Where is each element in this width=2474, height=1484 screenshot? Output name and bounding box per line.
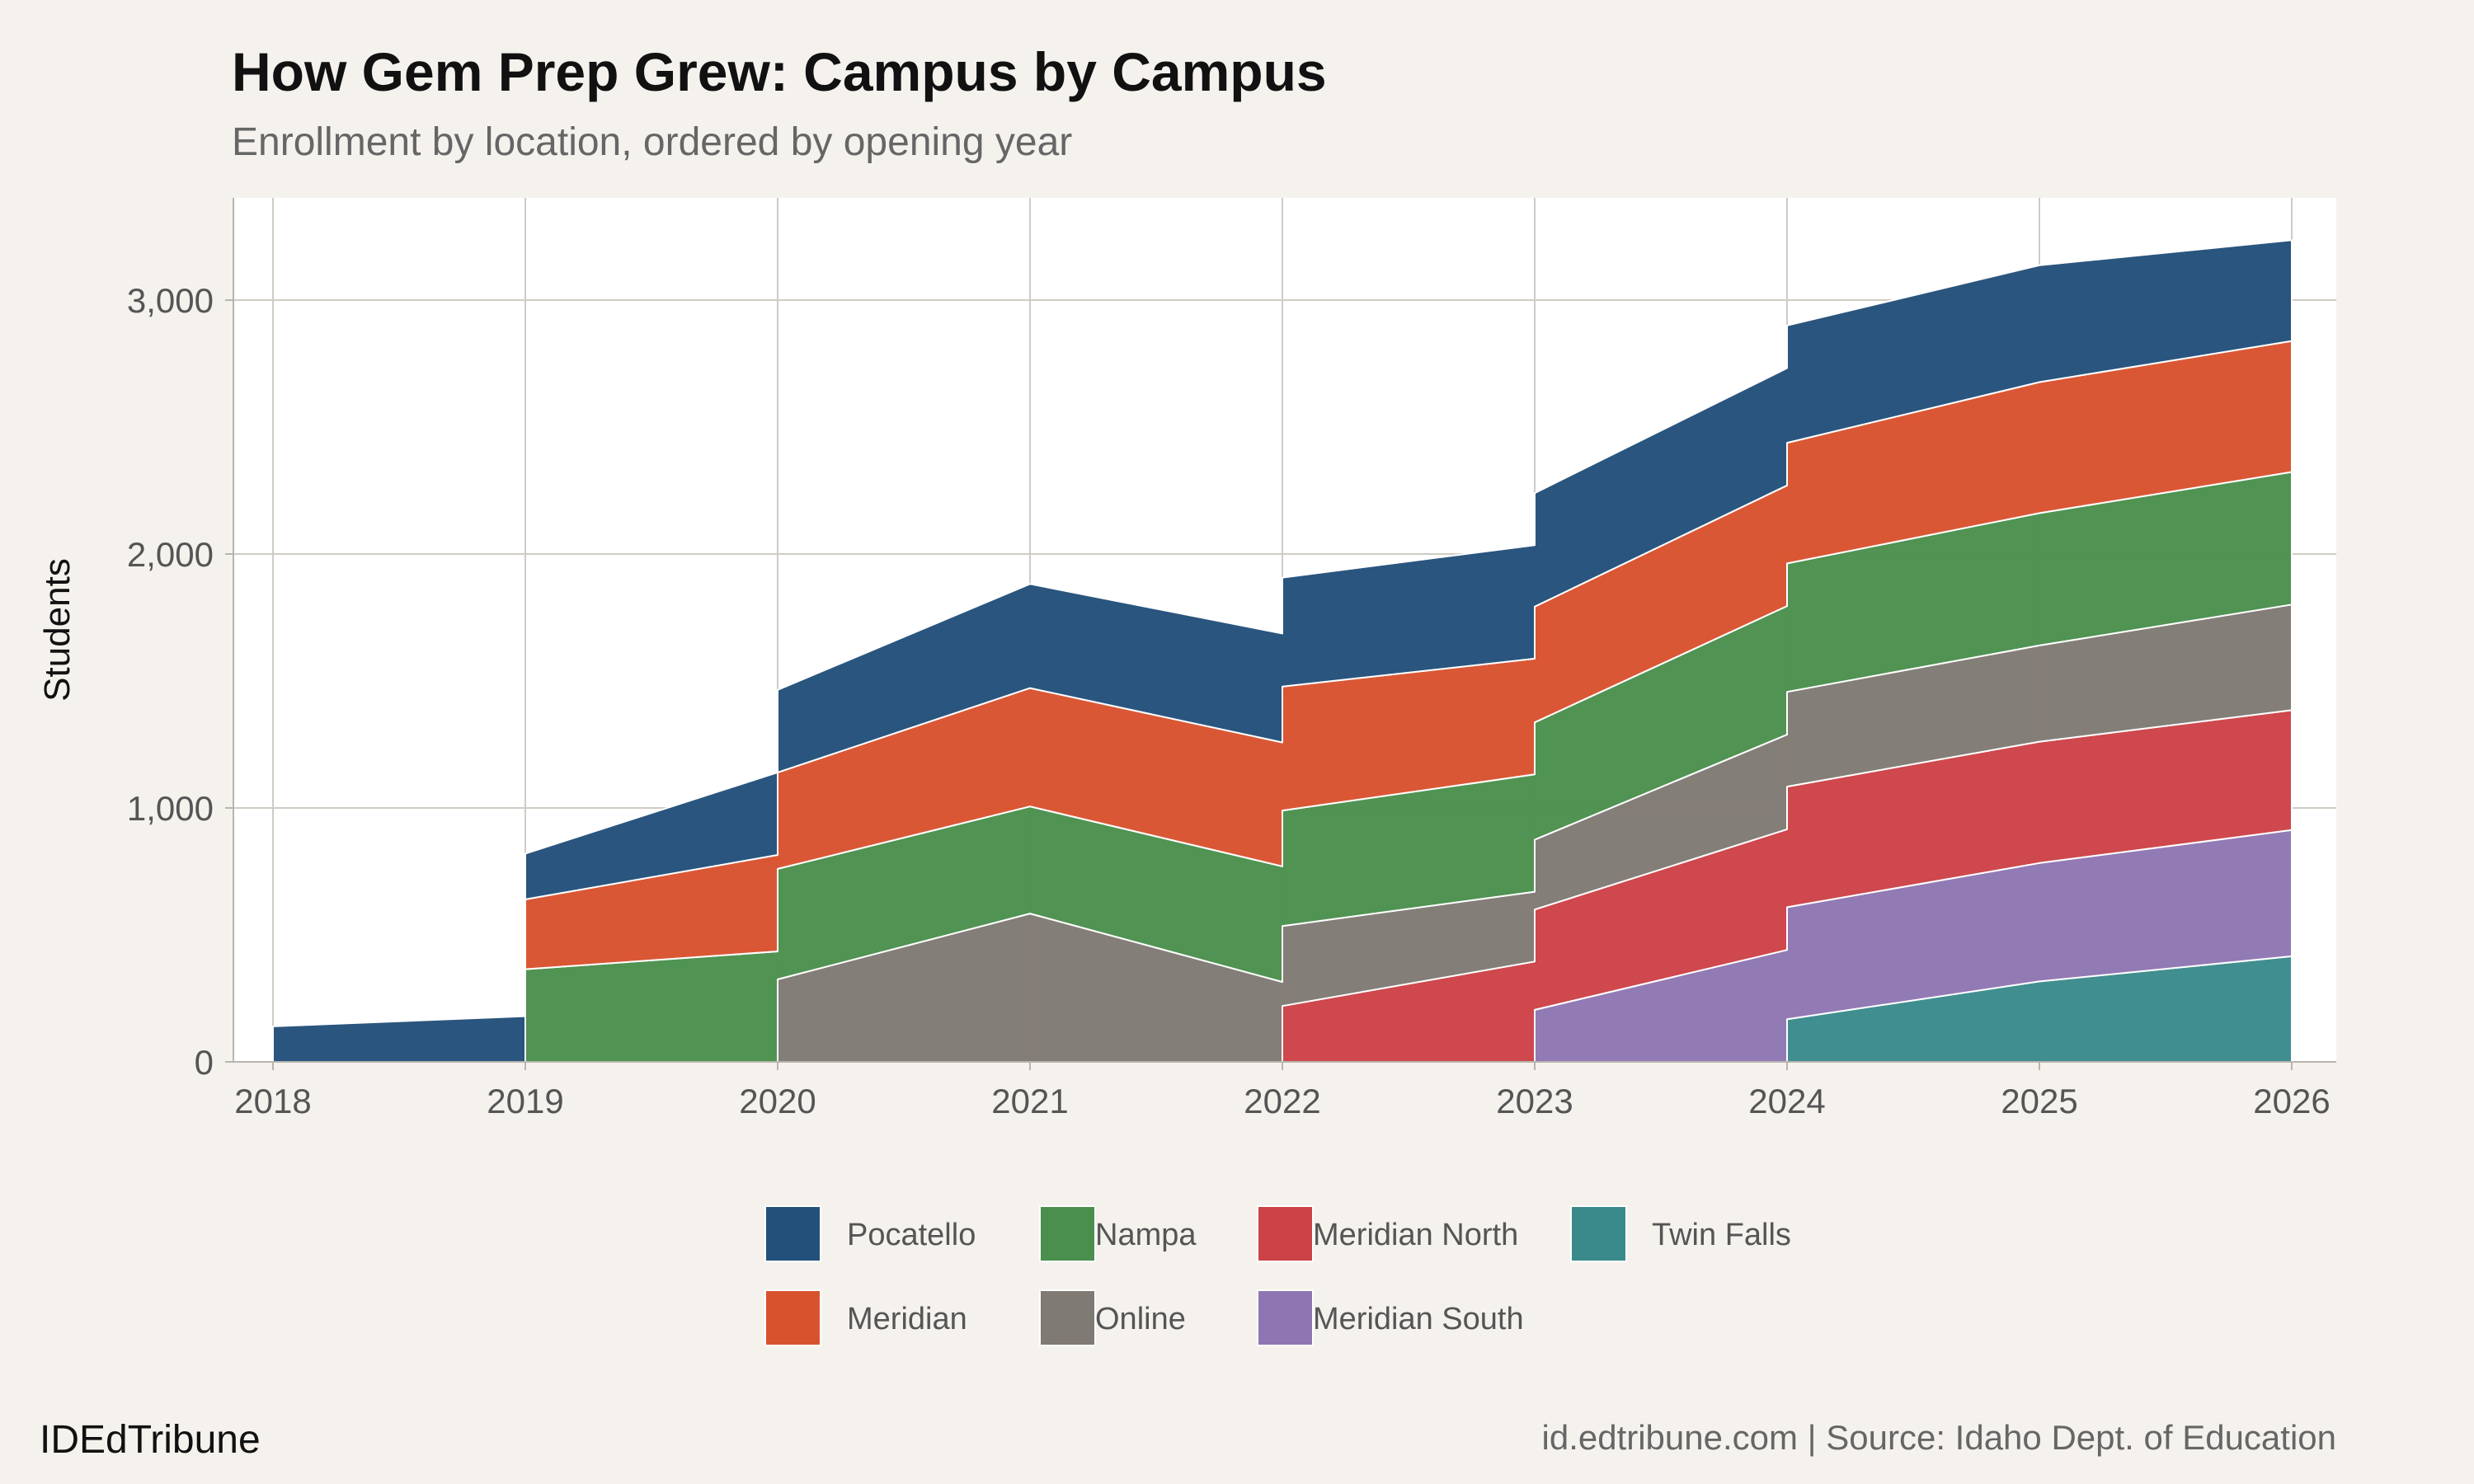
legend-label: Pocatello xyxy=(847,1218,976,1252)
legend-label: Nampa xyxy=(1095,1218,1197,1252)
legend-label: Twin Falls xyxy=(1652,1218,1791,1252)
legend-swatch xyxy=(1039,1205,1096,1262)
chart-subtitle: Enrollment by location, ordered by openi… xyxy=(232,120,1072,164)
legend-label: Meridian North xyxy=(1313,1218,1518,1252)
y-tick-label: 1,000 xyxy=(127,789,214,828)
x-tick-label: 2018 xyxy=(234,1082,311,1120)
x-tick-label: 2023 xyxy=(1496,1082,1573,1120)
legend-item: Meridian xyxy=(764,1289,967,1346)
legend-item: Meridian South xyxy=(1257,1289,1524,1346)
legend-label: Online xyxy=(1095,1302,1186,1336)
legend-item: Online xyxy=(1039,1289,1186,1346)
y-tick-label: 3,000 xyxy=(127,281,214,320)
legend-swatch xyxy=(764,1289,821,1346)
legend-label: Meridian South xyxy=(1313,1302,1524,1336)
legend-label: Meridian xyxy=(847,1302,967,1336)
x-tick-label: 2021 xyxy=(991,1082,1068,1120)
area-pocatello xyxy=(272,239,2293,1063)
legend-swatch xyxy=(1570,1205,1627,1262)
x-tick-label: 2025 xyxy=(2001,1082,2077,1120)
x-tick-label: 2026 xyxy=(2253,1082,2330,1120)
legend-swatch xyxy=(1257,1205,1314,1262)
legend-swatch xyxy=(1039,1289,1096,1346)
area-layers xyxy=(272,239,2293,1063)
legend-swatch xyxy=(1257,1289,1314,1346)
y-tick-label: 0 xyxy=(195,1043,214,1082)
legend: Pocatello Meridian Nampa Online Meridian Nor… xyxy=(764,1205,1791,1346)
legend-item: Nampa xyxy=(1039,1205,1197,1262)
footer-source: id.edtribune.com | Source: Idaho Dept. o… xyxy=(1542,1418,2337,1457)
chart-title: How Gem Prep Grew: Campus by Campus xyxy=(232,41,1327,102)
legend-item: Pocatello xyxy=(764,1205,976,1262)
legend-item: Twin Falls xyxy=(1570,1205,1791,1262)
x-tick-label: 2019 xyxy=(487,1082,563,1120)
y-tick-label: 2,000 xyxy=(127,535,214,574)
axes: 0 1,000 2,000 3,000 2018 2019 2020 2021 2022 2023… xyxy=(127,198,2336,1120)
y-axis-label: Students xyxy=(37,558,78,702)
x-tick-label: 2022 xyxy=(1244,1082,1320,1120)
legend-item: Meridian North xyxy=(1257,1205,1518,1262)
x-tick-label: 2020 xyxy=(739,1082,816,1120)
footer-brand: IDEdTribune xyxy=(40,1418,261,1462)
legend-swatch xyxy=(764,1205,821,1262)
x-tick-label: 2024 xyxy=(1748,1082,1825,1120)
